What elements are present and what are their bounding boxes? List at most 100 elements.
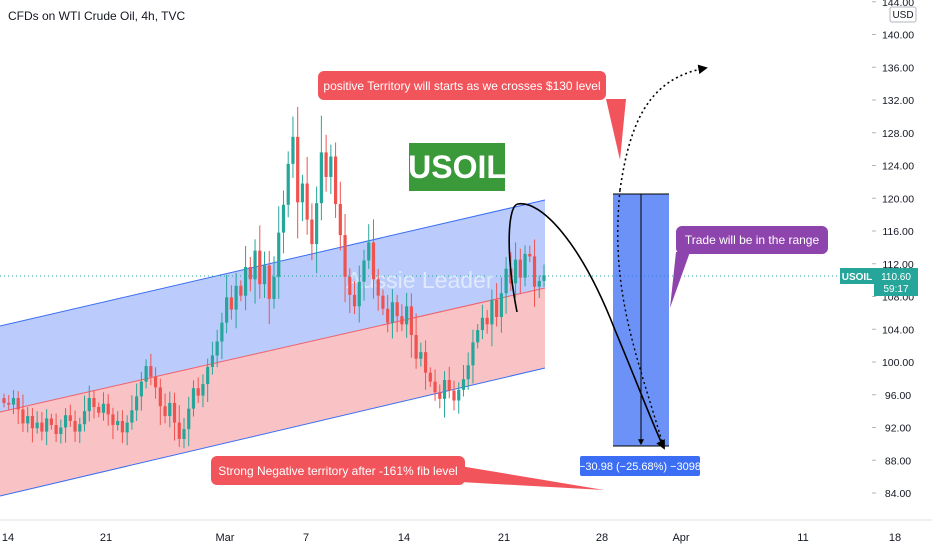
y-tick-label: 144.00 [882, 0, 914, 9]
candle-body [457, 389, 461, 401]
positive-callout-pointer [606, 99, 626, 160]
candle-body [153, 376, 158, 388]
candle-body [111, 414, 115, 426]
regression-channel[interactable] [0, 199, 546, 497]
price-axis[interactable] [872, 0, 932, 520]
candle-body [97, 407, 101, 413]
candle-body [149, 366, 153, 377]
x-tick-label: 18 [889, 532, 901, 544]
symbol-tag [840, 268, 874, 284]
usoil-label-text: USOIL [408, 149, 506, 185]
candle-body [386, 308, 390, 323]
candle-body [338, 203, 342, 236]
negative-callout[interactable]: Strong Negative territory after -161% fi… [211, 456, 604, 490]
candle-body [177, 422, 181, 439]
candle-body [191, 388, 196, 409]
y-tick-label: 112.00 [882, 259, 913, 271]
candle-body [277, 232, 281, 277]
candle-body [262, 265, 267, 285]
candle-body [26, 416, 30, 424]
candle-body [49, 418, 53, 426]
candle-body [296, 136, 300, 203]
candle-body [390, 302, 395, 323]
candle-body [542, 275, 546, 281]
candle-body [172, 402, 177, 423]
candle-body [405, 306, 409, 325]
positive-callout-text: positive Territory will starts as we cro… [323, 79, 600, 93]
candle-body [168, 402, 172, 417]
candle-body [234, 285, 238, 310]
candle-body [68, 415, 72, 421]
x-tick-label: 11 [797, 532, 808, 544]
x-tick-label: 7 [303, 532, 309, 544]
usoil-label-box[interactable] [409, 143, 505, 191]
range-callout-box [676, 226, 828, 254]
currency-button[interactable] [889, 6, 917, 23]
candle-body [130, 410, 134, 423]
candle-body [135, 396, 139, 411]
candle-body [438, 392, 442, 399]
candle-body [495, 299, 499, 317]
channel-mid-line [0, 287, 546, 413]
candle-body [291, 136, 295, 164]
x-tick-label: Apr [672, 532, 689, 544]
projection-path-down[interactable] [508, 203, 665, 450]
candle-body [528, 253, 532, 257]
dotted-path-down[interactable] [617, 189, 665, 449]
candle-body [40, 422, 44, 432]
negative-callout-box [211, 456, 465, 485]
candle-body [419, 352, 423, 359]
last-price-tag [874, 268, 918, 296]
candle-body [225, 297, 229, 323]
positive-callout[interactable]: positive Territory will starts as we cro… [318, 71, 626, 160]
candle-body [101, 403, 106, 413]
candle-body [537, 280, 541, 287]
candle-body [310, 219, 314, 245]
symbol-tag-text: USOIL [842, 272, 873, 283]
candle-body [73, 420, 77, 432]
candle-body [54, 425, 58, 435]
candle-body [499, 293, 503, 317]
candle-body [243, 267, 248, 296]
candle-body [476, 330, 480, 343]
candle-body [357, 281, 361, 307]
x-tick-label: 28 [596, 532, 608, 544]
y-tick-label: 116.00 [882, 226, 913, 238]
candle-body [210, 355, 215, 367]
x-tick-label: Mar [216, 532, 235, 544]
y-tick-label: 140.00 [882, 30, 914, 42]
candle-body [490, 299, 494, 325]
candle-body [452, 390, 456, 401]
candle-body [125, 422, 129, 433]
candle-body [229, 297, 233, 310]
currency-label: USD [892, 10, 913, 21]
channel-upper-fill [0, 200, 545, 412]
x-tick-label: 21 [100, 532, 112, 544]
candle-body [63, 415, 68, 428]
candle-body [352, 294, 357, 307]
candle-body [329, 156, 333, 177]
candle-body [253, 250, 257, 280]
candle-body [267, 265, 271, 299]
candle-body [428, 372, 432, 382]
candle-body [371, 242, 376, 280]
candle-body [471, 342, 475, 366]
candle-body [272, 276, 276, 299]
candle-body [461, 379, 466, 390]
candle-body [187, 408, 191, 430]
candle-body [139, 381, 143, 397]
range-callout-text: Trade will be in the range [685, 233, 820, 247]
candle-body [78, 424, 82, 432]
candle-body [362, 260, 366, 282]
range-callout[interactable]: Trade will be in the range [670, 226, 828, 308]
candle-body [423, 352, 428, 373]
y-tick-label: 92.00 [885, 423, 911, 435]
candle-body [163, 406, 167, 417]
candle-body [532, 256, 537, 287]
dotted-path-up[interactable] [619, 64, 708, 191]
countdown-text: 59:17 [883, 284, 908, 295]
candle-body [442, 380, 447, 399]
y-tick-label: 104.00 [882, 324, 914, 336]
candle-body [518, 259, 522, 278]
